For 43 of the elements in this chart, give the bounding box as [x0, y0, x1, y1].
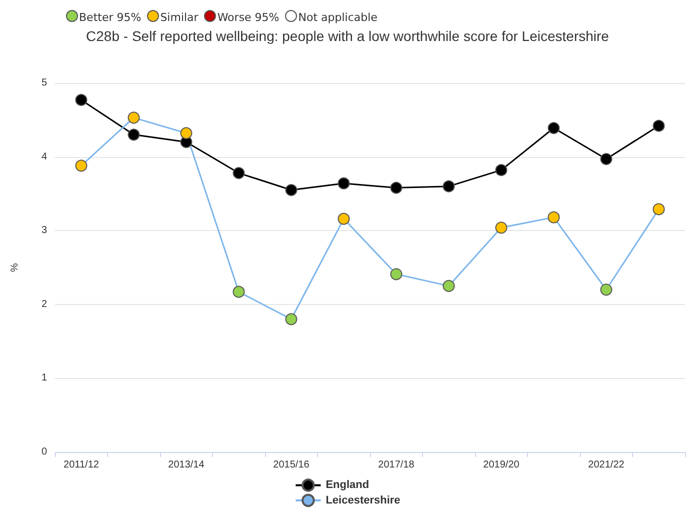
point — [600, 284, 612, 296]
point — [338, 177, 350, 190]
text: Not applicable — [298, 11, 378, 24]
chart-title: C28b - Self reported wellbeing: people with a low worthwhile score for Leicestershire — [86, 28, 610, 44]
point — [652, 203, 665, 216]
point — [75, 94, 88, 106]
y-tick-label: 0 — [41, 446, 48, 458]
text: Similar — [160, 11, 198, 24]
legend-label: Leicestershire — [326, 494, 400, 506]
y-tick-label: 2 — [41, 298, 48, 310]
point — [128, 128, 140, 141]
x-tick-label: 2021/22 — [588, 460, 625, 470]
y-tick-label: 4 — [41, 151, 48, 162]
y-tick-label: 1 — [41, 372, 48, 384]
point — [232, 286, 245, 298]
text: Worse 95% — [217, 11, 280, 24]
x-tick-label: 2015/16 — [273, 460, 310, 470]
point — [390, 182, 402, 194]
x-tick-label: 2013/14 — [168, 460, 205, 470]
point — [285, 184, 298, 196]
point — [442, 280, 455, 292]
point — [75, 160, 88, 172]
point — [180, 127, 192, 140]
point — [548, 122, 560, 134]
legend-label: England — [326, 479, 370, 492]
point — [128, 112, 140, 124]
y-axis-title: % — [10, 262, 20, 272]
point — [495, 164, 508, 176]
point — [495, 222, 508, 234]
point — [232, 167, 245, 180]
point — [390, 268, 402, 280]
x-tick-label: 2011/12 — [64, 460, 100, 470]
x-tick-label: 2017/18 — [378, 460, 415, 470]
x-tick-label: 2019/20 — [483, 460, 520, 470]
y-tick-label: 5 — [41, 78, 48, 88]
y-tick-label: 3 — [41, 225, 48, 236]
text: Better 95% — [79, 11, 142, 24]
point — [652, 120, 665, 132]
point — [285, 313, 298, 326]
point — [600, 153, 612, 166]
point — [442, 180, 455, 192]
point — [548, 211, 560, 224]
point — [338, 212, 350, 225]
